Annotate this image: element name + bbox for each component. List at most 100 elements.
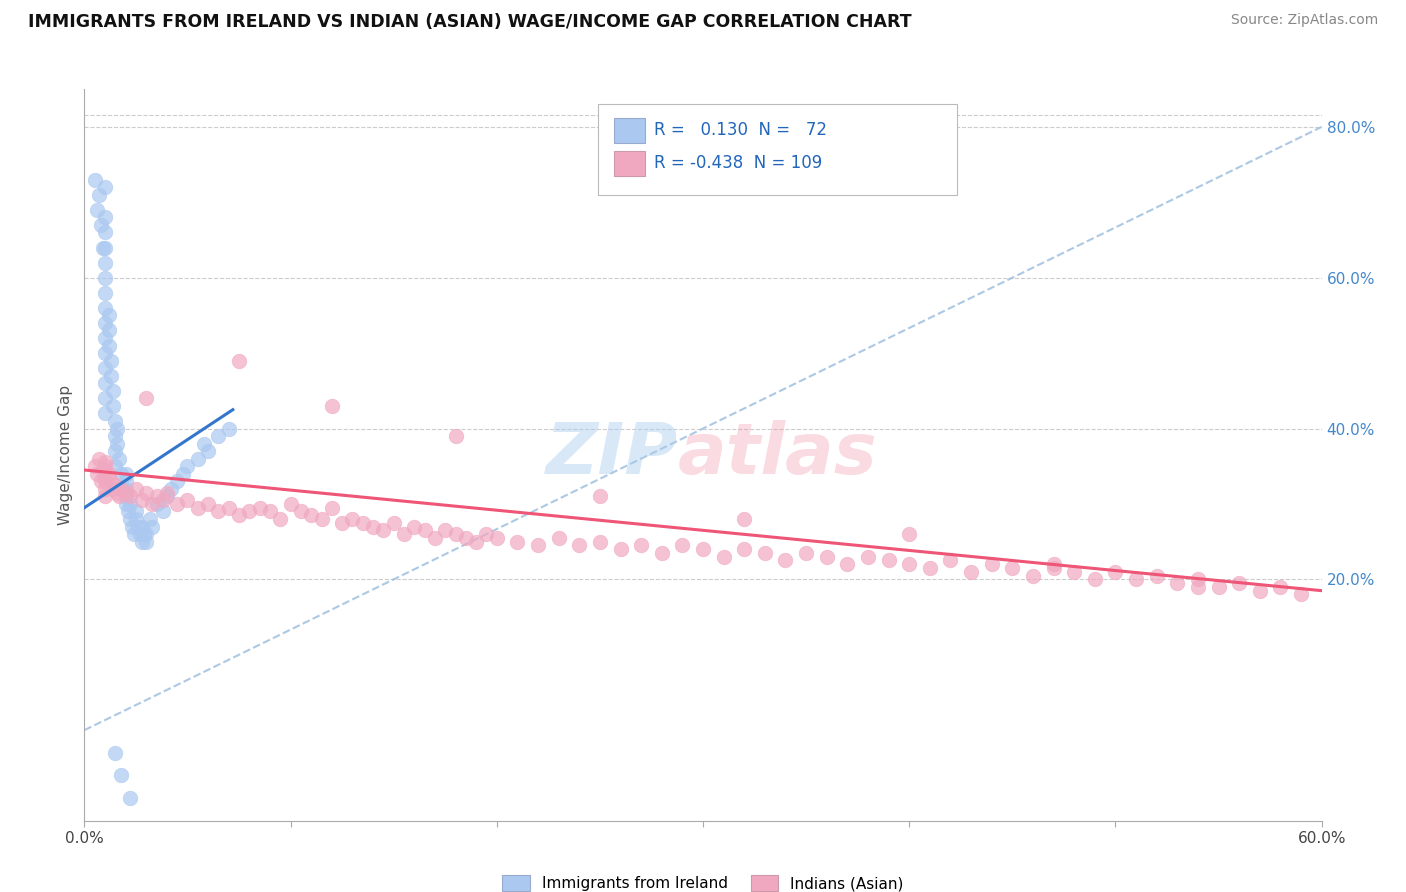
Point xyxy=(404,519,426,533)
Point xyxy=(299,508,322,523)
Point xyxy=(103,482,125,496)
Point xyxy=(228,508,250,523)
Point xyxy=(94,407,117,421)
Point xyxy=(118,512,141,526)
Point xyxy=(94,285,117,300)
Point xyxy=(156,485,179,500)
Point xyxy=(1270,580,1292,594)
Point xyxy=(1289,587,1312,601)
Point xyxy=(1227,576,1250,591)
Point xyxy=(330,516,353,530)
Point xyxy=(1146,568,1168,582)
Point xyxy=(775,553,797,567)
Point xyxy=(187,451,209,466)
Point xyxy=(94,211,117,225)
Point xyxy=(90,475,112,489)
Point xyxy=(94,180,117,194)
Point xyxy=(197,444,219,458)
Point xyxy=(91,463,114,477)
Point xyxy=(94,489,117,503)
Point xyxy=(1187,572,1209,586)
Point xyxy=(100,368,122,383)
Point xyxy=(434,524,457,538)
Point xyxy=(104,746,127,760)
Point xyxy=(125,482,148,496)
Point xyxy=(94,475,117,489)
Point xyxy=(166,497,188,511)
Point xyxy=(94,470,117,484)
Point xyxy=(141,497,163,511)
Point xyxy=(94,331,117,345)
Point xyxy=(692,542,714,557)
Point xyxy=(94,459,117,474)
Point xyxy=(754,546,776,560)
Point xyxy=(108,489,131,503)
Point xyxy=(127,519,149,533)
Point xyxy=(1042,558,1064,572)
Point xyxy=(238,504,260,518)
Point xyxy=(131,519,153,533)
Point xyxy=(125,512,148,526)
Point xyxy=(207,429,229,443)
Point xyxy=(321,500,343,515)
Point xyxy=(105,421,128,435)
Point xyxy=(110,768,132,782)
Point xyxy=(152,493,174,508)
Y-axis label: Wage/Income Gap: Wage/Income Gap xyxy=(58,384,73,525)
Point xyxy=(1042,561,1064,575)
Point xyxy=(166,475,188,489)
Point xyxy=(960,565,983,579)
Point xyxy=(98,467,121,481)
Point xyxy=(103,384,125,398)
Point xyxy=(94,301,117,315)
Point xyxy=(856,549,879,564)
Point xyxy=(94,376,117,391)
Point xyxy=(939,553,962,567)
Point xyxy=(475,527,498,541)
Point xyxy=(100,475,122,489)
Point xyxy=(651,546,673,560)
Point xyxy=(1022,568,1045,582)
Point xyxy=(91,241,114,255)
Point xyxy=(1249,583,1271,598)
Point xyxy=(83,459,105,474)
Point xyxy=(1001,561,1024,575)
Point xyxy=(280,497,302,511)
Point xyxy=(1125,572,1147,586)
Text: atlas: atlas xyxy=(678,420,877,490)
Point xyxy=(176,459,198,474)
Point xyxy=(112,482,135,496)
Point xyxy=(444,527,467,541)
Point xyxy=(197,497,219,511)
Point xyxy=(118,497,141,511)
Point xyxy=(187,500,209,515)
Point xyxy=(311,512,333,526)
Point xyxy=(108,451,131,466)
Point xyxy=(122,527,145,541)
Point xyxy=(94,361,117,376)
Point xyxy=(98,324,121,338)
Point xyxy=(114,497,136,511)
Point xyxy=(94,316,117,330)
Point xyxy=(139,512,162,526)
Point xyxy=(110,467,132,481)
Point xyxy=(898,527,921,541)
Point xyxy=(733,512,755,526)
Point xyxy=(114,482,136,496)
Point xyxy=(134,527,156,541)
Text: IMMIGRANTS FROM IRELAND VS INDIAN (ASIAN) WAGE/INCOME GAP CORRELATION CHART: IMMIGRANTS FROM IRELAND VS INDIAN (ASIAN… xyxy=(28,13,911,31)
Point xyxy=(114,475,136,489)
Point xyxy=(94,226,117,240)
Point xyxy=(135,485,157,500)
Point xyxy=(568,538,591,552)
Point xyxy=(94,463,117,477)
Point xyxy=(94,467,117,481)
Point xyxy=(259,504,281,518)
Point xyxy=(98,309,121,323)
Point xyxy=(898,558,921,572)
Point xyxy=(794,546,817,560)
Point xyxy=(837,558,859,572)
Point xyxy=(1208,580,1230,594)
Point xyxy=(423,531,446,545)
Point xyxy=(135,527,157,541)
